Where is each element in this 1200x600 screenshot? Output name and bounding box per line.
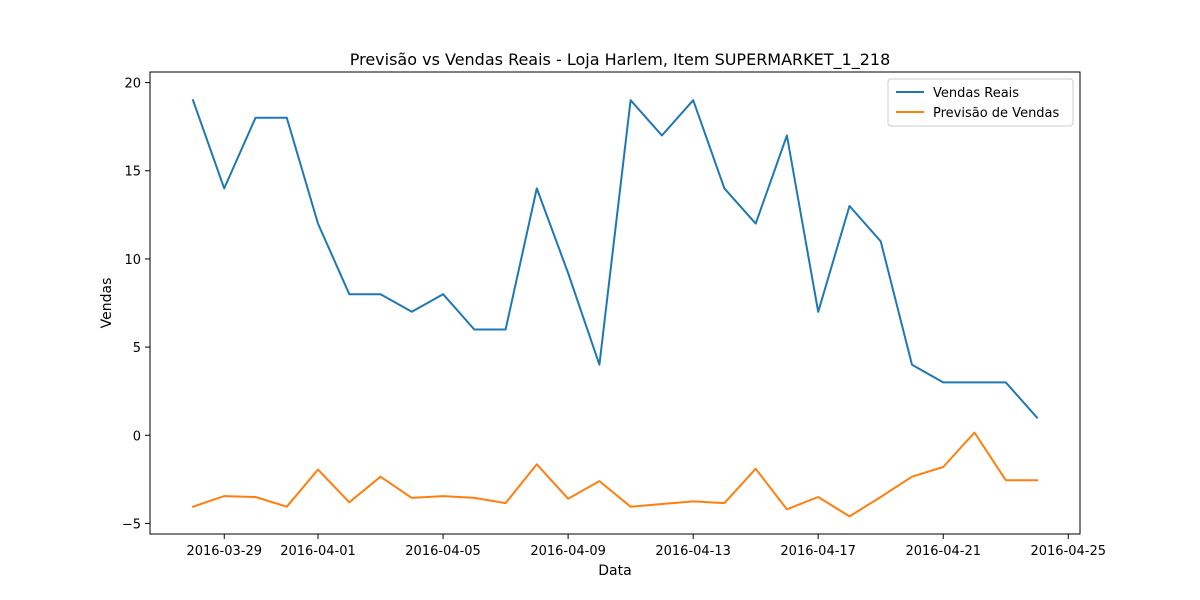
- y-axis-label: Vendas: [99, 278, 115, 329]
- series-line-1: [191, 98, 1039, 420]
- x-tick-label: 2016-04-25: [1030, 544, 1106, 559]
- y-tick-label: 5: [133, 341, 141, 356]
- legend-label: Vendas Reais: [933, 86, 1019, 101]
- legend-label: Previsão de Vendas: [933, 106, 1060, 121]
- x-tick-label: 2016-04-17: [780, 544, 856, 559]
- y-tick-label: 20: [124, 77, 141, 92]
- chart-title: Previsão vs Vendas Reais - Loja Harlem, …: [350, 50, 891, 70]
- y-tick-label: 10: [124, 253, 141, 268]
- series-layer: [191, 98, 1039, 518]
- legend-box: [887, 78, 1074, 127]
- series-line-2: [191, 431, 1038, 518]
- plot-area: [149, 71, 1081, 535]
- x-axis-label: Data: [598, 563, 631, 579]
- y-tick-label: −5: [122, 517, 141, 532]
- x-tick-label: 2016-04-09: [530, 544, 606, 559]
- plot-frame: [149, 71, 1081, 535]
- x-tick-label: 2016-04-13: [655, 544, 731, 559]
- x-axis: 2016-03-29 2016-04-01 2016-04-05 2016-04-09…: [186, 534, 1106, 559]
- x-tick-label: 2016-04-21: [905, 544, 981, 559]
- legend: Vendas Reais Previsão de Vendas: [887, 78, 1074, 127]
- x-tick-label: 2016-04-01: [280, 544, 356, 559]
- y-axis: −5 0 5 10 15 20: [122, 77, 150, 532]
- y-tick-label: 15: [124, 165, 141, 180]
- y-tick-label: 0: [133, 429, 141, 444]
- x-tick-label: 2016-03-29: [186, 544, 262, 559]
- x-tick-label: 2016-04-05: [405, 544, 481, 559]
